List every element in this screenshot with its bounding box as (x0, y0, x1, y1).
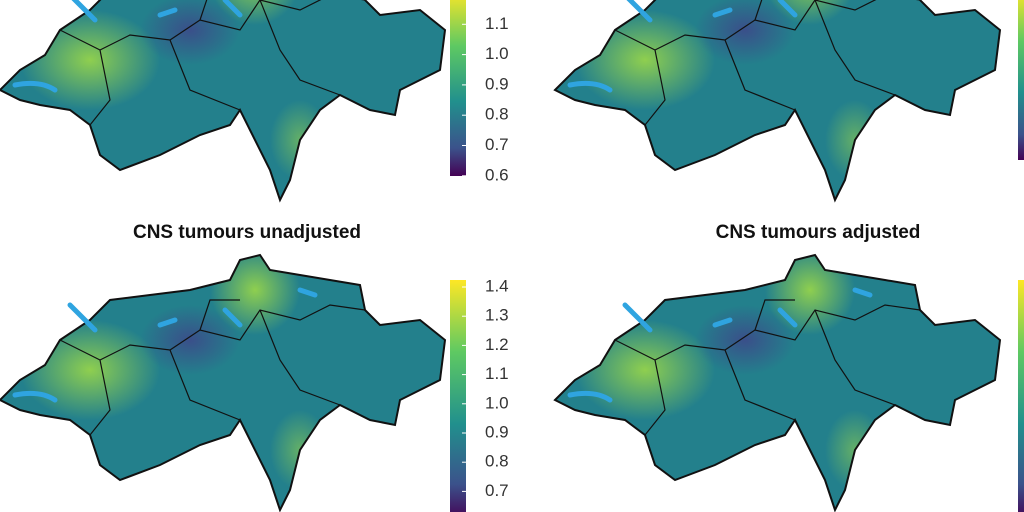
map-top-left (0, 0, 445, 200)
map-bottom-left (0, 245, 445, 510)
colorbar-label: 1.2 (485, 335, 509, 354)
colorbar-label: 1.0 (485, 393, 509, 412)
colorbar-label: 0.8 (485, 105, 509, 124)
colorbar-label: 0.9 (485, 422, 509, 441)
colorbar-label: 1.1 (485, 364, 509, 383)
colorbar (450, 280, 466, 512)
colorbar-label: 0.7 (485, 135, 509, 154)
colorbar (1018, 280, 1024, 512)
colorbar-label: 1.2 (485, 0, 509, 2)
colorbar-label: 1.4 (485, 276, 509, 295)
colorbar-label: 1.1 (485, 14, 509, 33)
colorbar (1018, 0, 1024, 160)
colorbar-label: 0.8 (485, 452, 509, 471)
colorbar (450, 0, 466, 176)
colorbar-label: 0.9 (485, 74, 509, 93)
colorbar-label: 1.0 (485, 44, 509, 63)
panel-title: CNS tumours adjusted (716, 222, 921, 243)
map-bottom-right (555, 245, 1000, 510)
panel-title: CNS tumours unadjusted (133, 222, 361, 243)
colorbar-label: 0.7 (485, 481, 509, 500)
colorbar-label: 0.6 (485, 165, 509, 184)
colorbar-label: 1.3 (485, 306, 509, 325)
map-top-right (555, 0, 1000, 200)
